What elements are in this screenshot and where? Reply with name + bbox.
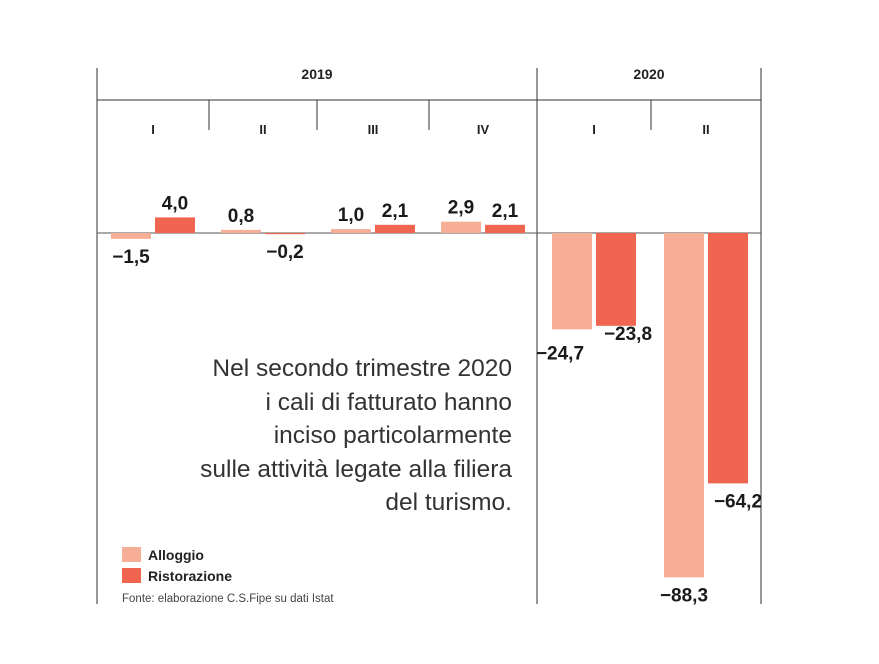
quarter-label: I bbox=[592, 122, 596, 137]
chart-value-labels: −1,5 4,0 0,8 −0,2 1,0 2,1 2,9 2,1 −24,7 −23,8 −88,… bbox=[112, 193, 762, 606]
annotation-line: sulle attività legate alla filiera bbox=[200, 455, 512, 483]
bar-alloggio bbox=[664, 233, 704, 578]
legend-label: Ristorazione bbox=[148, 567, 233, 584]
bar-alloggio bbox=[111, 233, 151, 239]
legend-item-alloggio: Alloggio bbox=[122, 544, 232, 565]
value-label-alloggio: 0,8 bbox=[228, 206, 254, 227]
value-label-alloggio: −88,3 bbox=[660, 585, 708, 606]
bar-ristorazione bbox=[708, 233, 748, 484]
legend-label: Alloggio bbox=[148, 546, 204, 563]
bar-ristorazione bbox=[155, 217, 195, 233]
bar-alloggio bbox=[331, 229, 371, 233]
annotation-line: inciso particolarmente bbox=[273, 422, 512, 449]
annotation-line: i cali di fatturato hanno bbox=[265, 388, 512, 416]
bar-ristorazione bbox=[375, 224, 415, 233]
value-label-ristorazione: 2,1 bbox=[382, 201, 409, 222]
value-label-ristorazione: −0,2 bbox=[266, 242, 304, 263]
value-label-alloggio: 2,9 bbox=[448, 198, 474, 219]
annotation-line: del turismo. bbox=[385, 489, 512, 516]
bar-alloggio bbox=[552, 233, 592, 330]
annotation-line: Nel secondo trimestre 2020 bbox=[212, 355, 512, 382]
value-label-alloggio: −1,5 bbox=[112, 247, 150, 268]
chart-bars bbox=[111, 217, 748, 578]
legend: Alloggio Ristorazione bbox=[122, 544, 232, 586]
legend-swatch-alloggio bbox=[122, 547, 141, 562]
bar-ristorazione bbox=[596, 233, 636, 326]
quarter-label: III bbox=[368, 122, 379, 137]
legend-swatch-ristorazione bbox=[122, 568, 141, 583]
value-label-ristorazione: 2,1 bbox=[492, 201, 519, 222]
value-label-alloggio: −24,7 bbox=[536, 343, 584, 364]
annotation-text: Nel secondo trimestre 2020 i cali di fat… bbox=[118, 352, 512, 520]
year-label: 2020 bbox=[633, 66, 664, 82]
legend-item-ristorazione: Ristorazione bbox=[122, 565, 232, 586]
quarter-label: I bbox=[151, 122, 155, 137]
bar-alloggio bbox=[441, 221, 481, 233]
quarter-label: II bbox=[259, 122, 266, 137]
year-label: 2019 bbox=[301, 66, 332, 82]
bar-ristorazione bbox=[485, 224, 525, 233]
value-label-ristorazione: −64,2 bbox=[714, 491, 762, 512]
source-note: Fonte: elaborazione C.S.Fipe su dati Ist… bbox=[122, 593, 334, 605]
quarter-label: II bbox=[702, 122, 709, 137]
value-label-ristorazione: 4,0 bbox=[162, 193, 188, 214]
bar-alloggio bbox=[221, 229, 261, 233]
chart-frame bbox=[96, 68, 762, 604]
quarter-label: IV bbox=[477, 122, 490, 137]
value-label-alloggio: 1,0 bbox=[338, 205, 364, 226]
value-label-ristorazione: −23,8 bbox=[604, 324, 652, 345]
bar-ristorazione bbox=[265, 233, 305, 235]
